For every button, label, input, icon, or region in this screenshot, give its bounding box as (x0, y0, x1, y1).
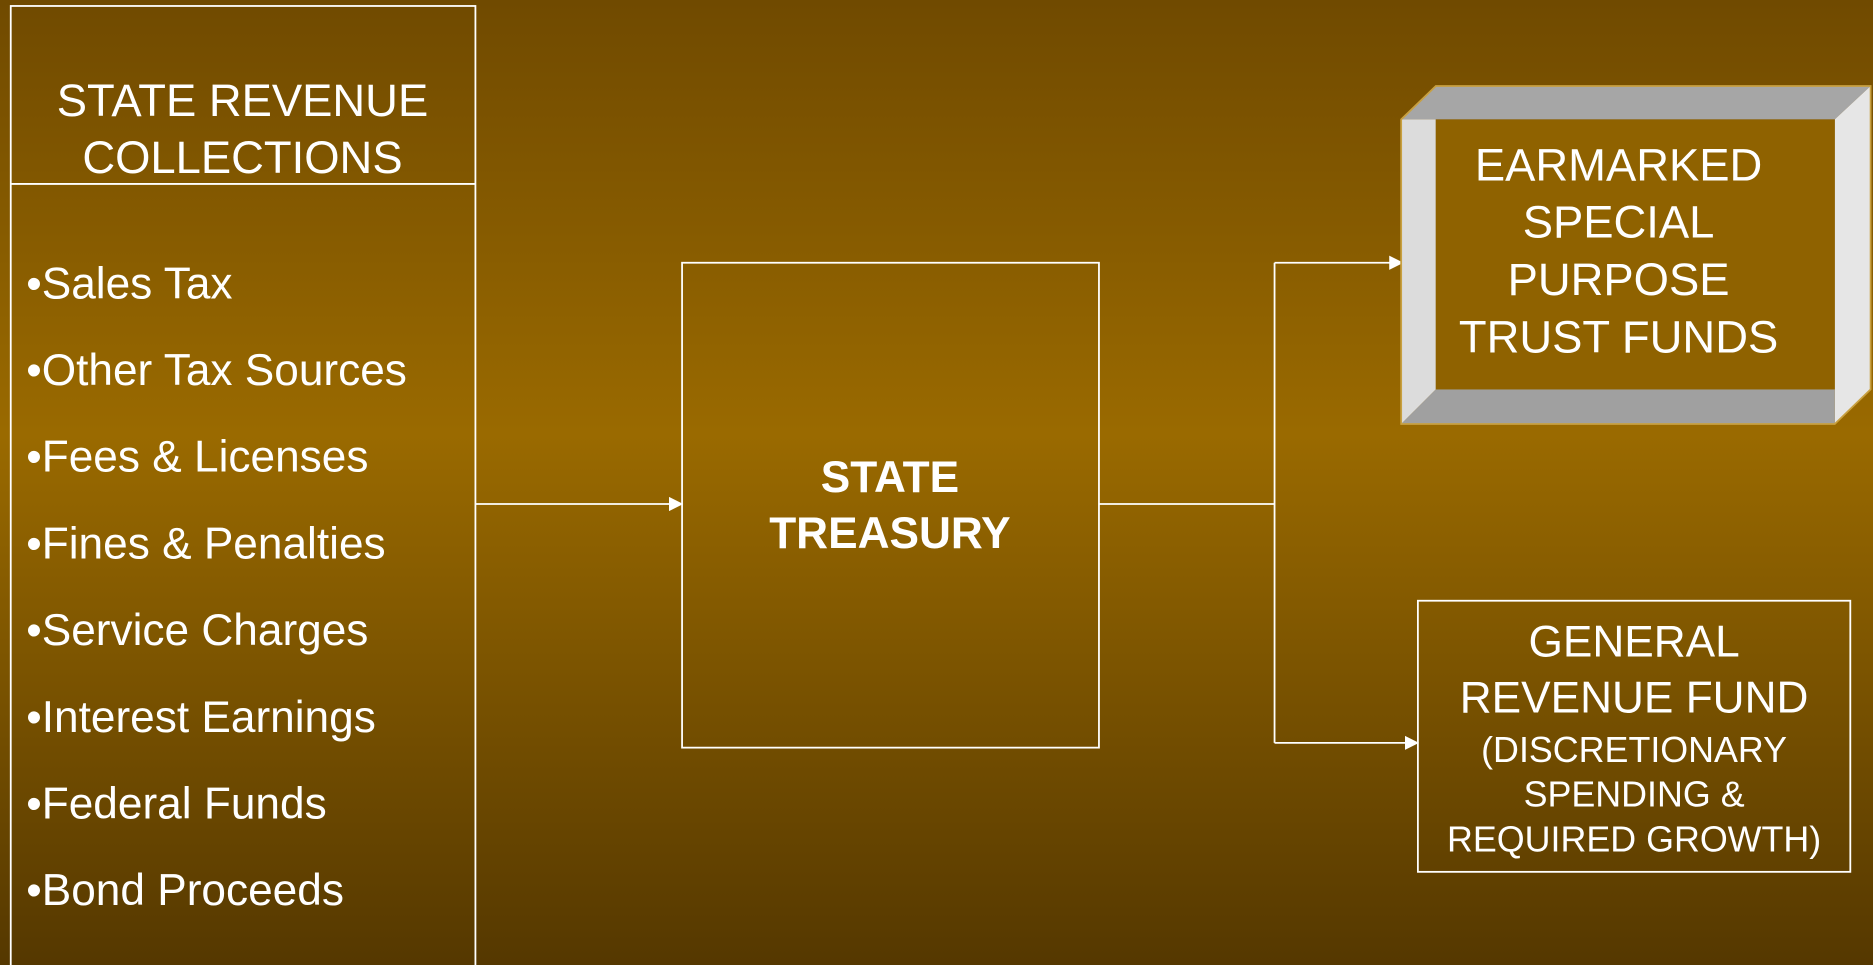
general-note: (DISCRETIONARY (1481, 730, 1787, 770)
bevel-top (1401, 85, 1871, 120)
source-title: COLLECTIONS (82, 132, 402, 183)
source-item: •Federal Funds (26, 780, 326, 829)
bevel-bottom (1401, 389, 1835, 424)
bevel-left (1401, 119, 1436, 424)
source-box (9, 5, 477, 965)
source-item: •Fines & Penalties (26, 519, 385, 568)
source-item: •Fees & Licenses (26, 433, 368, 482)
face (1435, 119, 1835, 390)
source-item: •Interest Earnings (26, 693, 376, 742)
earmarked-label: EARMARKED (1475, 139, 1762, 190)
general-label: REVENUE FUND (1460, 674, 1809, 723)
general-note: REQUIRED GROWTH) (1447, 819, 1821, 859)
source-item: •Bond Proceeds (26, 866, 344, 915)
treasury-label: STATE (821, 453, 959, 502)
treasury-label: TREASURY (769, 509, 1010, 558)
general-label: GENERAL (1528, 618, 1739, 667)
earmarked-label: PURPOSE (1508, 254, 1730, 305)
outline (1400, 85, 1872, 425)
source-title: STATE REVENUE (57, 75, 429, 126)
general-box (1416, 599, 1852, 873)
source-item: •Sales Tax (26, 259, 232, 308)
source-item: •Service Charges (26, 606, 368, 655)
general-note: SPENDING & (1524, 775, 1745, 815)
earmarked-label: TRUST FUNDS (1459, 311, 1778, 362)
bevel-right (1834, 85, 1871, 424)
source-item: •Other Tax Sources (26, 346, 407, 395)
earmarked-box (1400, 85, 1872, 425)
earmarked-label: SPECIAL (1523, 197, 1715, 248)
